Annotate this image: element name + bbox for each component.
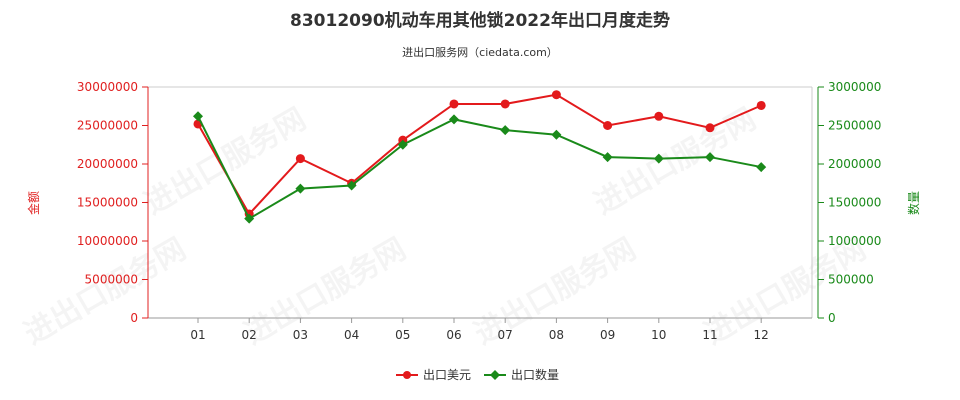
data-point[interactable] bbox=[295, 154, 305, 164]
legend-marker-export-qty bbox=[490, 370, 500, 380]
series-line bbox=[197, 115, 762, 221]
data-point[interactable] bbox=[654, 111, 664, 121]
x-tick-label: 06 bbox=[446, 328, 461, 342]
left-tick-label: 0 bbox=[130, 311, 138, 325]
left-tick-label: 30000000 bbox=[77, 80, 138, 94]
data-point[interactable] bbox=[449, 114, 459, 125]
left-tick-label: 20000000 bbox=[77, 157, 138, 171]
right-tick-label: 3000000 bbox=[828, 80, 881, 94]
legend-marker-export-usd bbox=[403, 371, 411, 379]
watermark-text: 进出口服务网 bbox=[239, 232, 412, 352]
data-point[interactable] bbox=[551, 129, 562, 140]
x-tick-label: 03 bbox=[293, 328, 308, 342]
data-point[interactable] bbox=[756, 162, 767, 173]
right-tick-label: 1500000 bbox=[828, 196, 881, 210]
legend-item-export-usd[interactable]: 出口美元 bbox=[396, 368, 471, 382]
series-layer bbox=[193, 90, 767, 224]
data-point[interactable] bbox=[500, 125, 511, 136]
data-point[interactable] bbox=[756, 100, 766, 110]
data-point[interactable] bbox=[500, 99, 510, 109]
x-tick-label: 02 bbox=[242, 328, 257, 342]
data-point[interactable] bbox=[705, 123, 715, 133]
legend-label-export-qty: 出口数量 bbox=[511, 367, 559, 382]
data-point[interactable] bbox=[449, 99, 459, 109]
x-tick-label: 05 bbox=[395, 328, 410, 342]
watermark-text: 进出口服务网 bbox=[699, 232, 872, 352]
data-point[interactable] bbox=[295, 183, 306, 194]
x-tick-label: 12 bbox=[754, 328, 769, 342]
right-tick-label: 0 bbox=[828, 311, 836, 325]
chart-title: 83012090机动车用其他锁2022年出口月度走势 bbox=[290, 10, 670, 31]
legend: 出口美元 出口数量 bbox=[396, 367, 559, 382]
x-tick-label: 11 bbox=[702, 328, 717, 342]
left-tick-label: 10000000 bbox=[77, 234, 138, 248]
watermark-text: 进出口服务网 bbox=[139, 102, 312, 222]
left-tick-label: 15000000 bbox=[77, 196, 138, 210]
data-point[interactable] bbox=[551, 90, 561, 100]
data-point[interactable] bbox=[346, 180, 357, 191]
right-tick-label: 2500000 bbox=[828, 119, 881, 133]
series-export-qty bbox=[193, 111, 767, 224]
chart-subtitle: 进出口服务网（ciedata.com） bbox=[402, 45, 558, 59]
left-axis-ticks: 0 5000000 10000000 15000000 20000000 25000000… bbox=[77, 80, 148, 325]
right-tick-label: 1000000 bbox=[828, 234, 881, 248]
left-axis-name: 金额 bbox=[26, 191, 41, 215]
right-tick-label: 500000 bbox=[828, 273, 874, 287]
watermark-text: 进出口服务网 bbox=[19, 232, 192, 352]
right-axis-ticks: 0 500000 1000000 1500000 2000000 2500000 30000… bbox=[818, 80, 881, 325]
x-tick-label: 10 bbox=[651, 328, 666, 342]
data-point[interactable] bbox=[602, 152, 613, 163]
right-axis-name: 数量 bbox=[906, 191, 921, 215]
data-point[interactable] bbox=[397, 139, 408, 150]
x-tick-label: 07 bbox=[498, 328, 513, 342]
x-tick-label: 01 bbox=[190, 328, 205, 342]
data-point[interactable] bbox=[705, 152, 715, 163]
x-tick-label: 04 bbox=[344, 328, 359, 342]
data-point[interactable] bbox=[193, 111, 203, 122]
legend-label-export-usd: 出口美元 bbox=[423, 368, 471, 382]
legend-item-export-qty[interactable]: 出口数量 bbox=[484, 367, 559, 382]
x-axis-ticks: 01 02 03 04 05 06 07 08 09 10 11 12 bbox=[190, 318, 769, 342]
x-tick-label: 09 bbox=[600, 328, 615, 342]
right-tick-label: 2000000 bbox=[828, 157, 881, 171]
x-tick-label: 08 bbox=[549, 328, 564, 342]
data-point[interactable] bbox=[653, 153, 664, 164]
left-tick-label: 25000000 bbox=[77, 119, 138, 133]
left-tick-label: 5000000 bbox=[85, 273, 138, 287]
series-line bbox=[197, 93, 762, 216]
data-point[interactable] bbox=[244, 213, 255, 224]
data-point[interactable] bbox=[603, 121, 613, 130]
